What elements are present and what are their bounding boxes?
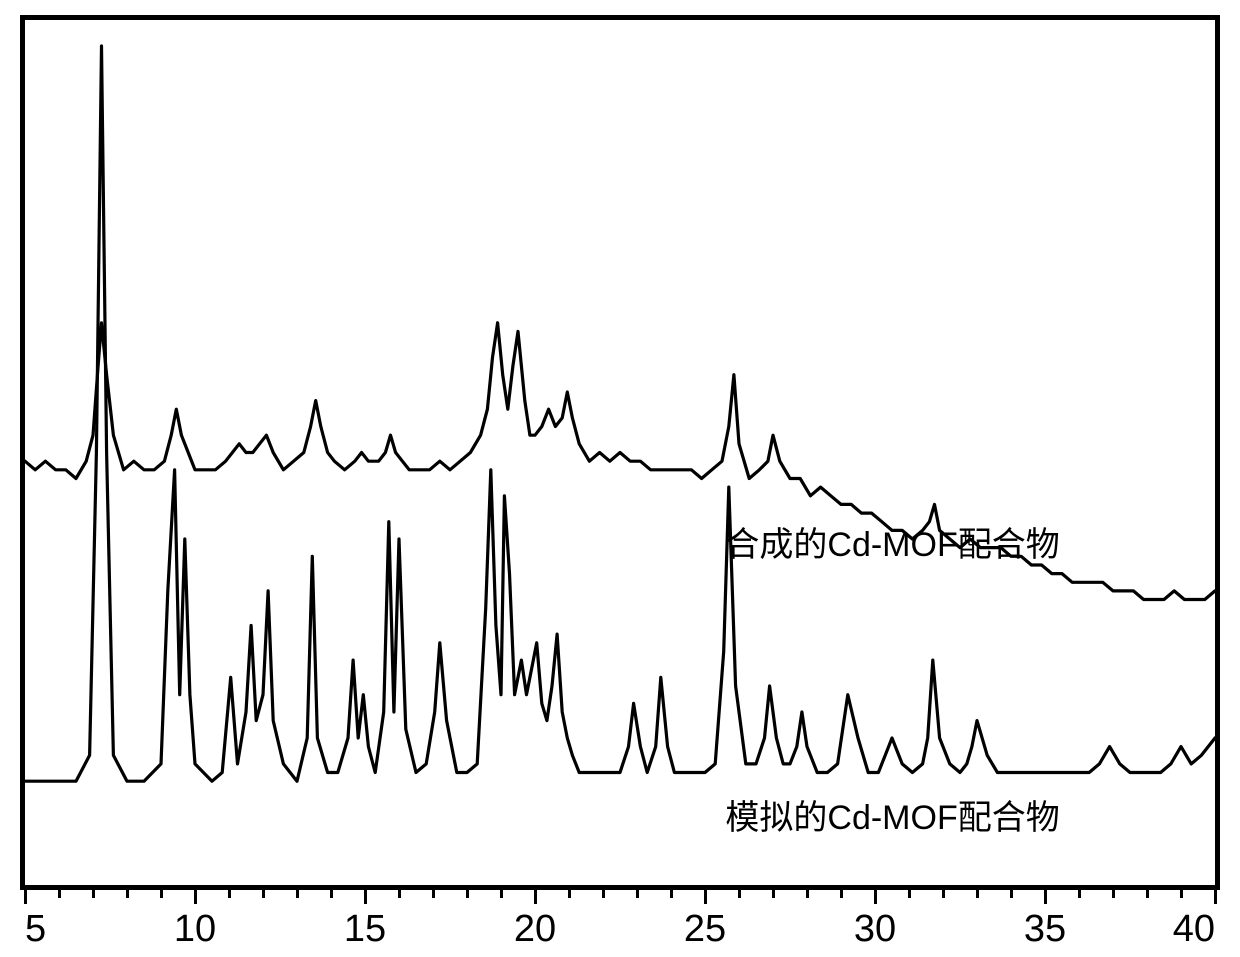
x-tick-minor xyxy=(1180,890,1183,898)
x-tick-minor xyxy=(160,890,163,898)
x-tick-minor xyxy=(568,890,571,898)
x-tick-label: 40 xyxy=(1173,908,1215,951)
series-line-simulated xyxy=(25,46,1215,781)
series-label-synthesized: 合成的Cd-MOF配合物 xyxy=(725,517,1059,566)
x-tick-label: 20 xyxy=(514,908,556,951)
x-tick-label: 10 xyxy=(174,908,216,951)
plot-area xyxy=(20,15,1220,890)
x-tick-minor xyxy=(330,890,333,898)
plot-svg xyxy=(25,20,1215,885)
x-tick-major xyxy=(1214,890,1217,904)
x-tick-label: 5 xyxy=(25,908,46,951)
x-tick-minor xyxy=(772,890,775,898)
series-label-simulated: 模拟的Cd-MOF配合物 xyxy=(725,790,1059,839)
x-tick-minor xyxy=(602,890,605,898)
x-tick-minor xyxy=(466,890,469,898)
x-tick-minor xyxy=(296,890,299,898)
x-tick-label: 25 xyxy=(684,908,726,951)
x-tick-minor xyxy=(398,890,401,898)
x-tick-major xyxy=(704,890,707,904)
x-tick-minor xyxy=(228,890,231,898)
x-tick-minor xyxy=(92,890,95,898)
x-tick-label: 15 xyxy=(344,908,386,951)
x-tick-minor xyxy=(1112,890,1115,898)
x-tick-minor xyxy=(738,890,741,898)
x-tick-major xyxy=(364,890,367,904)
x-tick-label: 35 xyxy=(1024,908,1066,951)
x-tick-major xyxy=(874,890,877,904)
x-tick-minor xyxy=(840,890,843,898)
x-tick-major xyxy=(1044,890,1047,904)
x-tick-minor xyxy=(58,890,61,898)
x-tick-minor xyxy=(1146,890,1149,898)
x-tick-minor xyxy=(126,890,129,898)
x-tick-minor xyxy=(806,890,809,898)
x-tick-minor xyxy=(500,890,503,898)
x-tick-minor xyxy=(908,890,911,898)
x-tick-minor xyxy=(636,890,639,898)
figure: 5 10 15 20 25 30 35 40 模拟的Cd-MOF配合物合成的Cd-MOF配合物 xyxy=(0,0,1240,957)
x-tick-label: 30 xyxy=(854,908,896,951)
x-tick-major xyxy=(534,890,537,904)
x-tick-minor xyxy=(670,890,673,898)
x-tick-minor xyxy=(432,890,435,898)
x-tick-minor xyxy=(1078,890,1081,898)
x-tick-minor xyxy=(1010,890,1013,898)
x-tick-minor xyxy=(976,890,979,898)
x-tick-major xyxy=(194,890,197,904)
x-tick-minor xyxy=(262,890,265,898)
x-tick-minor xyxy=(942,890,945,898)
x-tick-major xyxy=(24,890,27,904)
